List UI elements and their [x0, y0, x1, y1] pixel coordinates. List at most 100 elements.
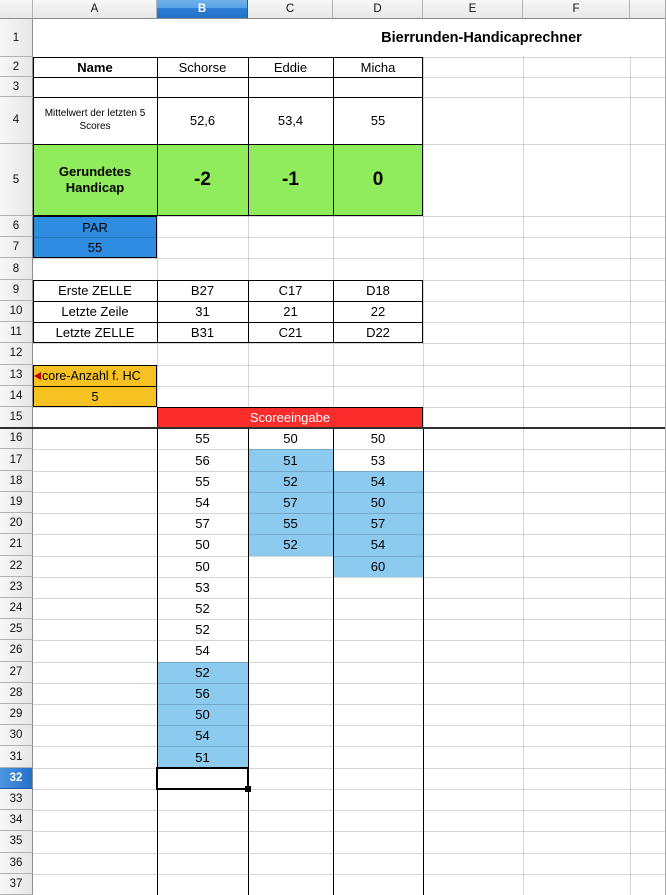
cell-C2[interactable]: Eddie	[273, 59, 308, 75]
cell-C19[interactable]: 57	[283, 494, 298, 510]
row-header-37[interactable]: 37	[0, 873, 33, 895]
cell-D4[interactable]: 55	[370, 113, 386, 128]
cell-B24[interactable]: 52	[195, 601, 210, 617]
row-header-8[interactable]: 8	[0, 258, 33, 280]
cell-D10[interactable]: 22	[370, 303, 386, 319]
row-header-22[interactable]: 22	[0, 555, 33, 577]
cell-B20[interactable]: 57	[195, 516, 210, 532]
cell-D19[interactable]: 50	[370, 494, 386, 510]
row-header-36[interactable]: 36	[0, 852, 33, 874]
cell-B17[interactable]: 56	[195, 452, 210, 468]
cell-B11[interactable]: B31	[190, 325, 215, 341]
cell-C9[interactable]: C17	[278, 282, 303, 298]
cell-B22[interactable]: 50	[195, 558, 210, 574]
cell-A5[interactable]: Gerundetes Handicap	[58, 163, 132, 195]
row-header-10[interactable]: 10	[0, 300, 33, 323]
row-header-23[interactable]: 23	[0, 576, 33, 598]
row-header-16[interactable]: 16	[0, 428, 33, 450]
column-header-A[interactable]: A	[33, 0, 157, 19]
score-anzahl-block[interactable]: core-Anzahl f. HC 5	[33, 364, 157, 407]
cell-B16[interactable]: 55	[195, 431, 210, 447]
fill-handle[interactable]	[245, 785, 251, 792]
cell-D2[interactable]: Micha	[360, 59, 396, 75]
cell-C10[interactable]: 21	[283, 303, 298, 319]
row-header-28[interactable]: 28	[0, 682, 33, 705]
cell-D22[interactable]: 60	[370, 558, 386, 574]
row-header-13[interactable]: 13	[0, 364, 33, 386]
cell-A11[interactable]: Letzte ZELLE	[55, 325, 135, 341]
row-header-17[interactable]: 17	[0, 449, 33, 471]
cell-D21[interactable]: 54	[370, 537, 386, 553]
column-header-D[interactable]: D	[333, 0, 423, 19]
column-header-partial[interactable]	[630, 0, 666, 19]
column-header-B[interactable]: B	[157, 0, 248, 19]
row-header-2[interactable]: 2	[0, 57, 33, 77]
cell-D16[interactable]: 50	[370, 431, 386, 447]
cell-A2[interactable]: Name	[77, 59, 113, 75]
cell-C20[interactable]: 55	[283, 516, 298, 532]
cell-B31[interactable]: 51	[195, 749, 210, 765]
cell-B25[interactable]: 52	[195, 622, 210, 638]
cell-B29[interactable]: 50	[195, 707, 210, 723]
column-header-C[interactable]: C	[248, 0, 333, 19]
cell-C21[interactable]: 52	[283, 537, 298, 553]
row-header-31[interactable]: 31	[0, 746, 33, 768]
cell-B18[interactable]: 55	[195, 473, 210, 489]
row-header-25[interactable]: 25	[0, 619, 33, 641]
row-header-24[interactable]: 24	[0, 597, 33, 620]
row-header-32[interactable]: 32	[0, 767, 33, 789]
cell-B5[interactable]: -2	[194, 169, 211, 190]
row-header-14[interactable]: 14	[0, 385, 33, 407]
cell-D18[interactable]: 54	[370, 473, 386, 489]
row-header-11[interactable]: 11	[0, 322, 33, 344]
cell-D20[interactable]: 57	[370, 516, 386, 532]
cell-B19[interactable]: 54	[195, 494, 210, 510]
row-header-3[interactable]: 3	[0, 77, 33, 97]
cell-A9[interactable]: Erste ZELLE	[58, 282, 132, 298]
row-header-12[interactable]: 12	[0, 343, 33, 365]
par-block[interactable]: PAR 55	[33, 216, 157, 259]
row-header-35[interactable]: 35	[0, 831, 33, 853]
cell-D5[interactable]: 0	[372, 169, 384, 190]
cell-title[interactable]: Bierrunden-Handicaprechner	[381, 30, 582, 46]
corner-box[interactable]	[0, 0, 33, 19]
cell-B9[interactable]: B27	[190, 282, 215, 298]
cell-B23[interactable]: 53	[195, 579, 210, 595]
row-header-7[interactable]: 7	[0, 237, 33, 259]
row-header-4[interactable]: 4	[0, 97, 33, 144]
row-header-9[interactable]: 9	[0, 279, 33, 301]
cell-B21[interactable]: 50	[195, 537, 210, 553]
row-header-26[interactable]: 26	[0, 640, 33, 662]
cell-C11[interactable]: C21	[278, 325, 303, 341]
column-header-E[interactable]: E	[423, 0, 523, 19]
row-header-6[interactable]: 6	[0, 216, 33, 238]
cell-A14-score-anzahl-value[interactable]: 5	[91, 388, 99, 404]
cell-B27[interactable]: 52	[195, 664, 210, 680]
row-header-19[interactable]: 19	[0, 491, 33, 514]
cell-B4[interactable]: 52,6	[189, 113, 216, 128]
column-header-F[interactable]: F	[523, 0, 630, 19]
row-header-18[interactable]: 18	[0, 470, 33, 492]
cell-A4[interactable]: Mittelwert der letzten 5 Scores	[44, 108, 146, 132]
row-header-27[interactable]: 27	[0, 661, 33, 683]
row-header-5[interactable]: 5	[0, 144, 33, 216]
cell-A13-score-anzahl-label[interactable]: core-Anzahl f. HC	[34, 366, 156, 386]
cell-A7-par-value[interactable]: 55	[87, 240, 103, 256]
cell-A10[interactable]: Letzte Zeile	[61, 303, 129, 319]
row-header-1[interactable]: 1	[0, 19, 33, 57]
cell-C4[interactable]: 53,4	[277, 113, 304, 128]
cell-C17[interactable]: 51	[283, 452, 298, 468]
cell-A6-par-label[interactable]: PAR	[82, 219, 108, 235]
cell-D9[interactable]: D18	[366, 282, 390, 298]
cell-B28[interactable]: 56	[195, 685, 210, 701]
cell-C18[interactable]: 52	[283, 473, 298, 489]
cell-B26[interactable]: 54	[195, 643, 210, 659]
selected-cell-outline[interactable]	[156, 766, 249, 790]
row-header-29[interactable]: 29	[0, 704, 33, 726]
row-header-15[interactable]: 15	[0, 406, 33, 429]
cell-B10[interactable]: 31	[195, 303, 210, 319]
cell-D11[interactable]: D22	[366, 325, 390, 341]
row-header-34[interactable]: 34	[0, 810, 33, 832]
cell-D17[interactable]: 53	[370, 452, 386, 468]
cell-C16[interactable]: 50	[283, 431, 298, 447]
